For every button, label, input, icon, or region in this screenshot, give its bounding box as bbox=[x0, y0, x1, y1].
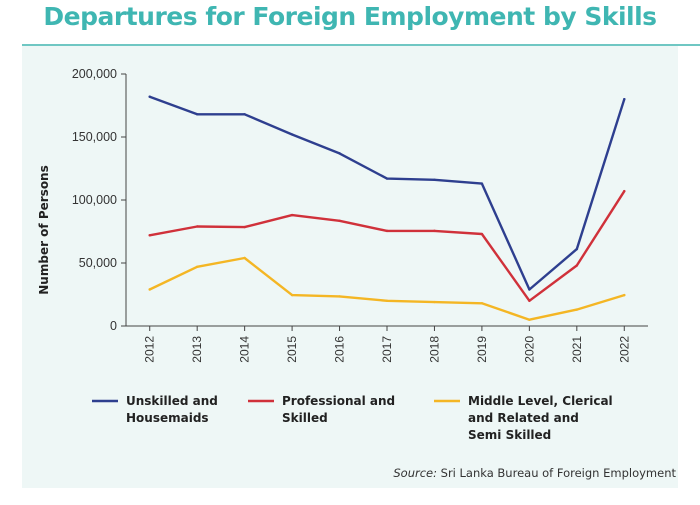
y-tick-label: 50,000 bbox=[79, 256, 117, 270]
data-point bbox=[623, 98, 626, 101]
data-point bbox=[480, 302, 484, 305]
data-point bbox=[338, 152, 341, 155]
legend-label-3: and Related and bbox=[468, 411, 579, 425]
x-tick-label: 2022 bbox=[617, 336, 631, 363]
data-point bbox=[243, 113, 246, 116]
series-layer bbox=[148, 95, 626, 321]
x-tick-label: 2015 bbox=[285, 336, 299, 363]
x-tick-label: 2021 bbox=[570, 336, 584, 363]
legend-label-3: Middle Level, Clerical bbox=[468, 394, 613, 408]
chart-title: Departures for Foreign Employment by Ski… bbox=[43, 2, 657, 31]
source-note: Source: Sri Lanka Bureau of Foreign Empl… bbox=[393, 466, 676, 480]
y-axis-label: Number of Persons bbox=[37, 165, 51, 294]
data-point bbox=[385, 229, 389, 233]
source-label: Source: bbox=[393, 466, 437, 480]
data-point bbox=[195, 225, 199, 228]
series-line-1 bbox=[148, 95, 626, 291]
y-tick-label: 100,000 bbox=[72, 193, 117, 207]
data-point bbox=[528, 318, 531, 321]
data-point bbox=[338, 219, 341, 222]
legend-label-2: Skilled bbox=[282, 411, 328, 425]
data-point bbox=[385, 299, 389, 302]
data-point bbox=[243, 225, 246, 229]
data-point bbox=[290, 133, 294, 136]
data-point bbox=[243, 256, 246, 260]
y-tick-label: 150,000 bbox=[72, 130, 117, 144]
data-point bbox=[433, 229, 436, 233]
data-point bbox=[290, 293, 294, 297]
x-tick-label: 2019 bbox=[475, 336, 489, 363]
x-tick-label: 2018 bbox=[427, 336, 441, 363]
legend: Unskilled and Housemaids Professional and S… bbox=[92, 394, 613, 442]
legend-label-2: Professional and bbox=[282, 394, 395, 408]
data-point bbox=[290, 213, 294, 217]
legend-label-1: Unskilled and bbox=[126, 394, 218, 408]
data-point bbox=[148, 95, 151, 98]
x-tick-label: 2016 bbox=[333, 336, 347, 363]
series-line-3 bbox=[148, 256, 626, 321]
source-text: Sri Lanka Bureau of Foreign Employment bbox=[440, 466, 676, 480]
x-tick-label: 2012 bbox=[143, 336, 157, 363]
data-point bbox=[338, 295, 341, 298]
data-point bbox=[528, 299, 531, 302]
x-tick-label: 2017 bbox=[380, 336, 394, 363]
legend-label-3: Semi Skilled bbox=[468, 428, 551, 442]
series-line-2 bbox=[148, 189, 626, 303]
y-tick-label: 200,000 bbox=[72, 67, 117, 81]
data-point bbox=[385, 177, 389, 180]
x-tick-label: 2013 bbox=[190, 336, 204, 363]
data-point bbox=[148, 288, 151, 291]
data-point bbox=[195, 265, 199, 268]
data-point bbox=[575, 247, 579, 251]
data-point bbox=[575, 308, 579, 311]
data-point bbox=[623, 293, 626, 297]
data-point bbox=[433, 300, 436, 304]
data-point bbox=[148, 234, 151, 237]
title-divider bbox=[22, 44, 700, 46]
data-point bbox=[575, 264, 579, 267]
line-chart: 0 50,000 100,000 150,000 200,000 2012 2013 2014… bbox=[37, 67, 648, 442]
data-point bbox=[433, 178, 436, 182]
x-tick-label: 2020 bbox=[522, 336, 536, 363]
data-point bbox=[480, 182, 484, 185]
data-point bbox=[480, 232, 484, 236]
chart-axes: 0 50,000 100,000 150,000 200,000 2012 2013 2014… bbox=[72, 67, 648, 363]
data-point bbox=[623, 189, 626, 193]
chart-panel: 0 50,000 100,000 150,000 200,000 2012 2013 2014… bbox=[22, 46, 678, 488]
data-point bbox=[195, 113, 199, 116]
y-tick-label: 0 bbox=[110, 319, 117, 333]
legend-label-1: Housemaids bbox=[126, 411, 209, 425]
x-tick-label: 2014 bbox=[238, 336, 252, 363]
data-point bbox=[528, 288, 531, 291]
